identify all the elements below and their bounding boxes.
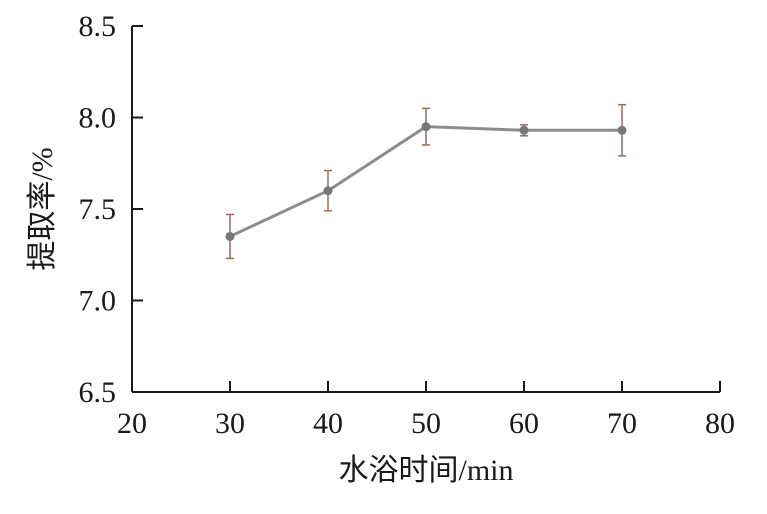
data-point <box>519 125 529 135</box>
x-tick-label: 80 <box>705 407 735 440</box>
y-tick-label: 7.0 <box>79 285 117 318</box>
data-point <box>323 186 333 196</box>
x-axis-title: 水浴时间/min <box>338 454 513 487</box>
x-tick-label: 40 <box>313 407 343 440</box>
plot-area <box>225 103 627 260</box>
x-tick-label: 50 <box>411 407 441 440</box>
x-ticks: 20 30 40 50 60 70 80 <box>117 381 735 440</box>
x-tick-label: 60 <box>509 407 539 440</box>
y-tick-label: 8.5 <box>79 10 117 43</box>
y-axis-title: 提取率/% <box>26 147 59 270</box>
data-point <box>421 122 431 132</box>
y-tick-label: 7.5 <box>79 193 117 226</box>
x-tick-label: 70 <box>607 407 637 440</box>
x-tick-label: 20 <box>117 407 147 440</box>
x-tick-label: 30 <box>215 407 245 440</box>
y-ticks: 6.5 7.0 7.5 8.0 8.5 <box>79 10 143 409</box>
axes <box>131 26 720 393</box>
y-tick-label: 8.0 <box>79 102 117 135</box>
data-point <box>225 231 235 241</box>
y-tick-label: 6.5 <box>79 376 117 409</box>
data-point <box>617 125 627 135</box>
